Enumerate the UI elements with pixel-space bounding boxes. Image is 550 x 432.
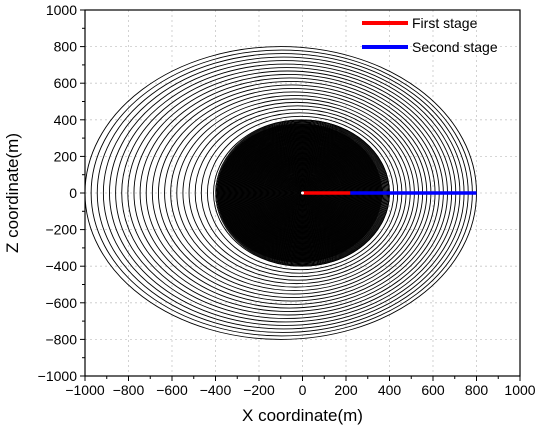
x-tick-label: −200	[243, 382, 275, 398]
x-tick-label: 1000	[504, 382, 535, 398]
y-axis-title: Z coordinate(m)	[3, 133, 22, 253]
legend: First stage Second stage	[362, 15, 498, 55]
x-tick-label: 400	[378, 382, 402, 398]
y-tick-label: −1000	[38, 368, 78, 384]
y-tick-label: 400	[54, 112, 78, 128]
y-tick-label: 0	[69, 185, 77, 201]
trajectory-contours	[84, 46, 477, 340]
origin-point	[301, 191, 304, 195]
legend-label-second-stage: Second stage	[412, 39, 498, 55]
x-tick-label: 600	[421, 382, 445, 398]
y-tick-label: −400	[45, 258, 77, 274]
axis-ticks	[80, 9, 521, 381]
y-tick-label: −800	[45, 331, 77, 347]
contour-core	[216, 123, 383, 263]
x-tick-label: 200	[334, 382, 358, 398]
y-tick-label: 1000	[46, 2, 77, 18]
x-tick-label: 800	[465, 382, 489, 398]
legend-label-first-stage: First stage	[412, 15, 478, 31]
y-tick-label: −600	[45, 295, 77, 311]
series-lines	[301, 191, 477, 195]
x-tick-label: −400	[200, 382, 232, 398]
y-tick-label: 600	[54, 75, 78, 91]
tick-labels: −1000 −800 −600 −400 −200 0 200 400 600 800 1000 −1…	[38, 2, 536, 398]
x-tick-label: −1000	[65, 382, 105, 398]
y-tick-label: 800	[54, 39, 78, 55]
y-tick-label: 200	[54, 148, 78, 164]
x-axis-title: X coordinate(m)	[242, 406, 363, 425]
x-tick-label: −800	[113, 382, 145, 398]
y-tick-label: −200	[45, 222, 77, 238]
x-tick-label: 0	[299, 382, 307, 398]
x-tick-label: −600	[156, 382, 188, 398]
